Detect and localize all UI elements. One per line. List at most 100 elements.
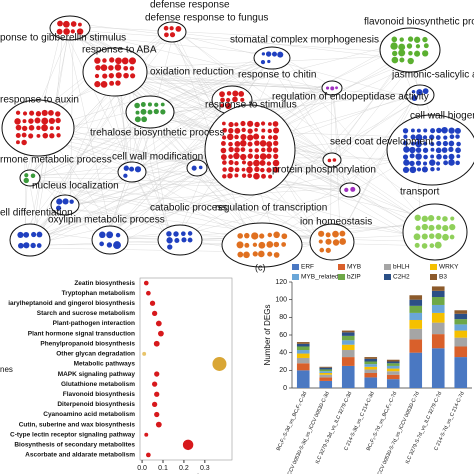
node <box>261 52 266 56</box>
y-tick-label: iarylheptanoid and gingerol biosynthesis <box>8 300 135 307</box>
bar-segment <box>319 366 333 368</box>
node <box>181 231 186 237</box>
bar-segment <box>431 290 445 298</box>
y-tick-label: 40 <box>279 350 287 357</box>
node <box>423 154 428 160</box>
node <box>259 140 267 147</box>
node <box>422 50 429 57</box>
node <box>423 141 428 146</box>
node <box>237 251 244 258</box>
node <box>240 133 247 141</box>
dot <box>151 310 158 317</box>
node <box>15 110 21 115</box>
node <box>449 134 455 140</box>
node <box>21 125 28 132</box>
dot <box>155 421 162 428</box>
network-label: rmone metabolic process <box>0 155 112 166</box>
node <box>327 158 332 163</box>
edge <box>25 104 147 246</box>
node <box>449 234 455 240</box>
node <box>114 64 122 71</box>
node <box>219 91 225 98</box>
node <box>406 43 413 49</box>
cluster <box>253 46 291 70</box>
node <box>234 127 241 134</box>
node <box>267 122 272 126</box>
bar-segment <box>364 361 378 365</box>
dot <box>146 290 151 296</box>
node <box>221 121 226 126</box>
dot <box>149 300 156 306</box>
x-tick-label: 0.3 <box>200 465 210 472</box>
edge <box>33 133 331 240</box>
node <box>416 128 421 133</box>
node <box>436 161 441 166</box>
node <box>23 177 29 184</box>
node <box>254 121 260 128</box>
node <box>240 153 247 161</box>
node <box>100 64 108 71</box>
y-tick-label: Tryptophan metabolism <box>62 290 136 297</box>
edge <box>31 94 228 181</box>
node <box>277 51 284 58</box>
node <box>273 140 279 146</box>
network-label: protein phosphorylation <box>272 165 376 176</box>
node <box>220 103 225 108</box>
y-tick-label: Flavonoid biosynthesis <box>63 391 136 398</box>
node <box>254 154 260 160</box>
node <box>57 20 63 27</box>
node <box>240 97 245 102</box>
node <box>56 133 61 138</box>
network-label: defense response <box>150 0 230 11</box>
bar-segment <box>296 350 310 354</box>
node <box>441 126 448 134</box>
network-label: oxylipin metabolic process <box>48 215 165 226</box>
bar-segment <box>341 330 355 333</box>
node <box>414 214 421 221</box>
node <box>99 241 105 247</box>
node <box>448 153 455 160</box>
node <box>36 133 41 138</box>
node <box>422 147 429 153</box>
node <box>252 251 258 257</box>
dot <box>158 330 164 337</box>
dot <box>142 351 147 356</box>
node <box>259 160 266 166</box>
bar-segment <box>364 357 378 359</box>
node <box>247 134 254 141</box>
node <box>450 216 455 221</box>
node <box>109 57 115 63</box>
node <box>34 117 41 124</box>
node <box>140 108 147 115</box>
node <box>442 233 449 241</box>
bar-segment <box>341 350 355 358</box>
node <box>129 66 135 71</box>
node <box>421 223 429 231</box>
node <box>422 88 429 95</box>
edge <box>169 190 351 239</box>
dot <box>212 356 227 371</box>
node <box>448 140 455 147</box>
node <box>222 127 227 133</box>
node <box>442 154 448 160</box>
node <box>260 60 266 65</box>
edge <box>31 178 439 240</box>
cluster <box>9 223 51 257</box>
node <box>41 124 48 132</box>
node <box>234 122 239 127</box>
node <box>220 141 226 146</box>
node <box>407 36 414 42</box>
network-label: cell wall biogenes <box>410 111 474 122</box>
node <box>430 142 435 147</box>
network-label: seed coat development <box>330 137 434 148</box>
bar-segment <box>296 343 310 347</box>
network-label: response to stimulus <box>205 100 297 111</box>
dot <box>146 452 151 458</box>
network-label: response to auxin <box>0 95 79 106</box>
node <box>62 198 69 205</box>
bar-segment <box>341 335 355 341</box>
node <box>332 239 340 246</box>
node <box>100 80 108 88</box>
node <box>455 160 460 166</box>
